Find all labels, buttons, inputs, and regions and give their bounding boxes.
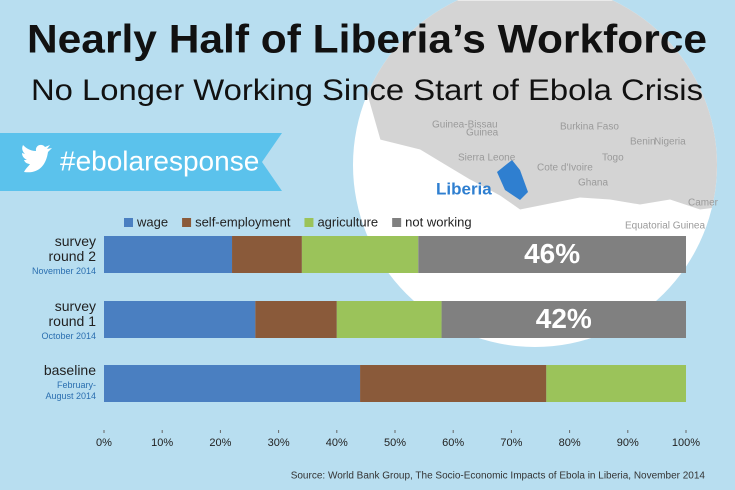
legend-label: wage <box>136 214 168 229</box>
bar-segment <box>301 236 419 273</box>
x-tick-label: 10% <box>151 437 173 449</box>
legend-label: agriculture <box>317 214 378 229</box>
map-label: Burkina Faso <box>560 122 619 133</box>
value-label: 46% <box>524 238 580 269</box>
map-label: Equatorial Guinea <box>625 221 705 232</box>
hashtag: #ebolaresponse <box>60 145 259 176</box>
bar-segment <box>104 301 256 338</box>
category-name: baseline <box>43 362 96 378</box>
hashtag-ribbon <box>0 133 282 191</box>
x-tick-label: 100% <box>672 437 700 449</box>
title: Nearly Half of Liberia’s Workforce <box>27 18 707 62</box>
x-tick-label: 80% <box>559 437 581 449</box>
category-note: November 2014 <box>31 266 96 276</box>
map-label: Ghana <box>578 178 608 189</box>
x-tick-label: 70% <box>500 437 522 449</box>
x-tick-label: 40% <box>326 437 348 449</box>
map-label: Camer <box>688 198 719 209</box>
category-note: October 2014 <box>41 331 96 341</box>
category-label: survey round 2 November 2014 <box>30 234 96 277</box>
bar-segment <box>232 236 302 273</box>
legend-swatch <box>182 218 192 227</box>
bar-segment <box>418 236 686 273</box>
value-label: 42% <box>536 303 592 334</box>
x-tick-label: 30% <box>268 437 290 449</box>
legend-label: self-employment <box>195 214 291 229</box>
bar-segment <box>546 365 686 402</box>
map-label: Sierra Leone <box>458 153 516 164</box>
x-tick-label: 90% <box>617 437 639 449</box>
map-label: Guinea <box>466 128 499 139</box>
map-liberia <box>497 160 528 200</box>
bar-segment <box>441 301 686 338</box>
map-label: Cote d'Ivoire <box>537 163 593 174</box>
legend-swatch <box>124 218 133 227</box>
subtitle: No Longer Working Since Start of Ebola C… <box>31 74 703 107</box>
bar-segment <box>104 365 361 402</box>
map-label: Nigeria <box>654 137 686 148</box>
x-tick-label: 60% <box>442 437 464 449</box>
map-label: Togo <box>602 153 624 164</box>
category-name: survey round 1 <box>48 298 96 329</box>
legend-label: not working <box>405 214 471 229</box>
map-label: Benin <box>630 137 656 148</box>
bar-segment <box>336 301 442 338</box>
legend-swatch <box>392 218 402 227</box>
bar-segment <box>255 301 337 338</box>
category-label: baseline February-August 2014 <box>30 363 96 402</box>
x-tick-label: 50% <box>384 437 406 449</box>
twitter-icon <box>22 144 52 173</box>
x-tick-label: 0% <box>96 437 112 449</box>
category-name: survey round 2 <box>48 233 96 264</box>
legend-swatch <box>304 218 314 227</box>
x-tick-label: 20% <box>209 437 231 449</box>
bar-segment <box>104 236 233 273</box>
category-note: February-August 2014 <box>45 380 96 401</box>
category-label: survey round 1 October 2014 <box>30 299 96 342</box>
bar-segment <box>360 365 547 402</box>
map-land <box>353 0 717 211</box>
map-highlight: Liberia <box>436 179 492 198</box>
map-label: Guinea-Bissau <box>432 120 498 131</box>
source: Source: World Bank Group, The Socio-Econ… <box>291 471 706 482</box>
